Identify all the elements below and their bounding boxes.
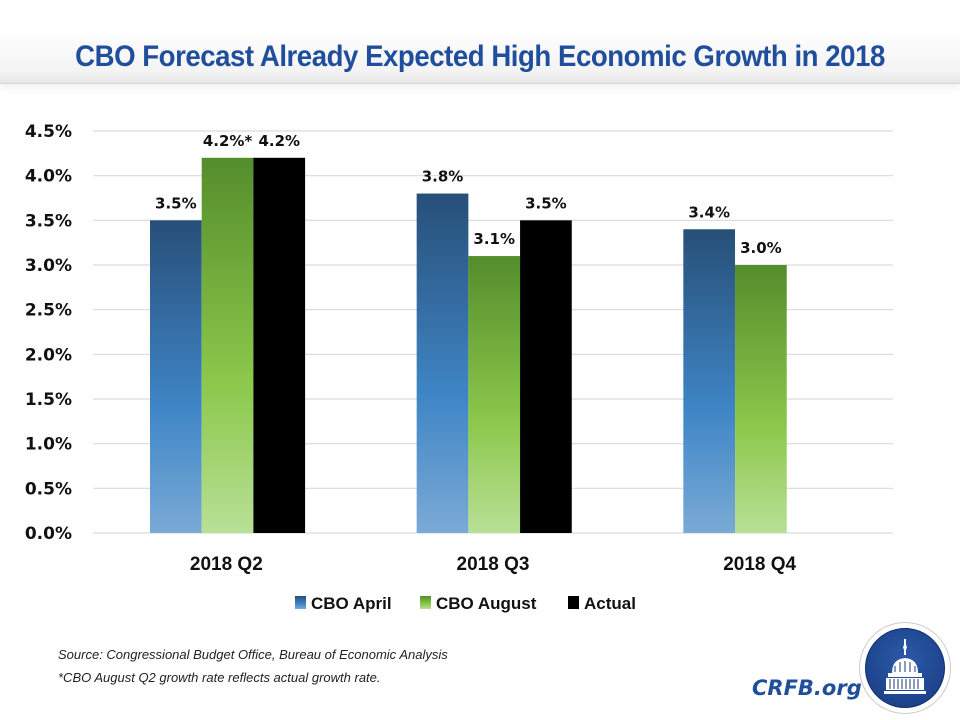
y-tick-label: 3.0% xyxy=(25,256,72,276)
capitol-dome-icon xyxy=(884,639,926,694)
y-tick-label: 1.0% xyxy=(25,435,72,455)
data-label: 3.4% xyxy=(688,203,730,221)
crfb-logo xyxy=(860,623,950,713)
legend-swatch xyxy=(568,596,579,609)
y-tick-label: 2.0% xyxy=(25,345,72,365)
data-labels: 3.5% 4.2%* 4.2% 3.8% 3.1% 3.5% 3.4% 3.0% xyxy=(155,132,782,257)
title-band xyxy=(0,28,960,84)
y-tick-label: 1.5% xyxy=(25,390,72,410)
bar-actual-2018-q2 xyxy=(253,157,306,534)
y-tick-label: 2.5% xyxy=(25,301,72,321)
footnote: *CBO August Q2 growth rate reflects actu… xyxy=(58,670,381,685)
y-tick-label: 4.0% xyxy=(25,167,72,187)
data-label: 3.5% xyxy=(155,194,197,212)
category-label: 2018 Q2 xyxy=(190,554,263,575)
legend-label: CBO August xyxy=(436,594,537,613)
data-label: 4.2% xyxy=(258,132,300,150)
legend-swatch xyxy=(295,596,306,609)
bars xyxy=(150,157,787,534)
category-label: 2018 Q3 xyxy=(457,554,530,575)
legend-swatch xyxy=(420,596,431,609)
legend: CBO April CBO August Actual xyxy=(295,594,636,613)
data-label: 3.1% xyxy=(473,230,515,248)
chart-title: CBO Forecast Already Expected High Econo… xyxy=(75,40,885,73)
source-note: Source: Congressional Budget Office, Bur… xyxy=(58,647,448,662)
y-tick-label: 0.5% xyxy=(25,479,72,499)
data-label: 3.8% xyxy=(422,168,464,186)
bar-cbo-august-2018-q4 xyxy=(735,265,787,533)
bar-cbo-august-2018-q3 xyxy=(468,256,521,533)
data-label: 4.2%* xyxy=(203,132,253,150)
legend-label: CBO April xyxy=(311,594,392,613)
y-tick-label: 4.5% xyxy=(25,122,72,142)
legend-label: Actual xyxy=(584,594,636,613)
y-tick-label: 3.5% xyxy=(25,211,72,231)
data-label: 3.5% xyxy=(525,194,567,212)
bar-cbo-august-2018-q2 xyxy=(201,157,254,534)
bar-cbo-april-2018-q3 xyxy=(416,193,469,534)
bar-cbo-april-2018-q4 xyxy=(683,229,736,533)
data-label: 3.0% xyxy=(740,239,782,257)
category-labels: 2018 Q2 2018 Q3 2018 Q4 xyxy=(190,554,797,575)
site-link[interactable]: CRFB.org xyxy=(752,676,862,700)
y-axis-ticks: 0.0% 0.5% 1.0% 1.5% 2.0% 2.5% 3.0% 3.5% 4.0% 4.5% xyxy=(25,122,72,544)
y-tick-label: 0.0% xyxy=(25,524,72,544)
bar-cbo-april-2018-q2 xyxy=(150,220,202,534)
bar-actual-2018-q3 xyxy=(520,220,572,534)
category-label: 2018 Q4 xyxy=(723,554,796,575)
